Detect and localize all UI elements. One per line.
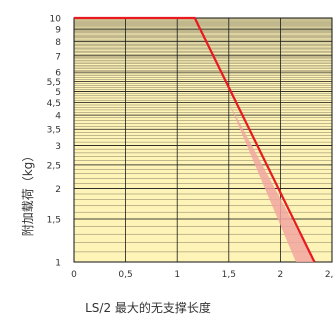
x-tick-label: 1 <box>174 270 180 280</box>
x-tick-label: 0,5 <box>118 270 132 280</box>
x-tick-label: 1,5 <box>222 270 236 280</box>
x-tick-label: 2 <box>278 270 284 280</box>
y-tick-label: 1 <box>55 259 61 269</box>
y-tick-label: 9 <box>55 26 61 36</box>
y-tick-label: 2,5 <box>47 161 61 171</box>
y-tick-label: 5,5 <box>47 78 61 88</box>
y-tick-label: 5 <box>55 88 61 98</box>
y-tick-label: 2 <box>55 185 61 195</box>
y-tick-label: 7 <box>55 52 61 62</box>
y-tick-label: 4,5 <box>47 99 61 109</box>
y-tick-label: 10 <box>50 15 62 25</box>
y-tick-label: 8 <box>55 38 61 48</box>
y-tick-label: 3,5 <box>47 126 61 136</box>
y-tick-label: 3 <box>55 142 61 152</box>
x-axis-label: LS/2 最大的无支撑长度 <box>85 300 211 315</box>
y-tick-label: 1,5 <box>47 216 61 226</box>
y-tick-label: 4 <box>55 112 61 122</box>
x-tick-label: 0 <box>71 270 77 280</box>
y-axis-label: 附加载荷（kg） <box>21 150 35 237</box>
x-tick-label: 2,5 <box>325 270 334 280</box>
y-tick-label: 6 <box>55 69 61 79</box>
